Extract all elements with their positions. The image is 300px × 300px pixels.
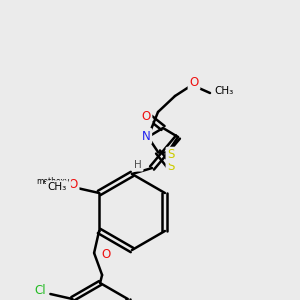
Text: CH₃: CH₃ xyxy=(214,86,234,96)
Text: CH₃: CH₃ xyxy=(47,182,67,192)
Text: Cl: Cl xyxy=(34,284,46,296)
Text: N: N xyxy=(142,130,150,142)
Text: methoxy: methoxy xyxy=(36,178,70,187)
Text: O: O xyxy=(101,248,111,262)
Text: O: O xyxy=(68,178,78,191)
Text: O: O xyxy=(141,110,151,122)
Text: O: O xyxy=(189,76,199,88)
Text: S: S xyxy=(167,160,175,173)
Text: S: S xyxy=(167,148,175,161)
Text: H: H xyxy=(134,160,142,170)
